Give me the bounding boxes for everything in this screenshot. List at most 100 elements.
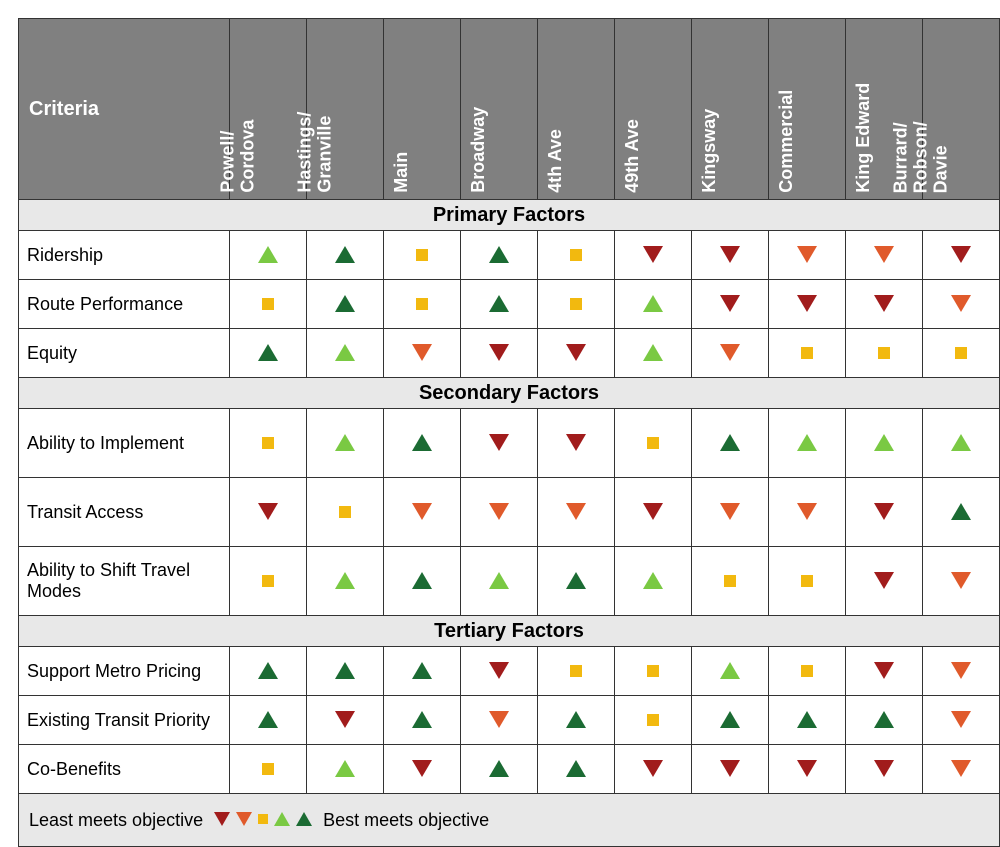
rating-cell xyxy=(769,231,846,280)
rating-symbol xyxy=(570,249,582,261)
rating-symbol xyxy=(262,763,274,775)
column-header-label: Commercial xyxy=(777,90,797,193)
legend-right-text: Best meets objective xyxy=(318,810,489,830)
rating-cell xyxy=(615,745,692,794)
rating-cell xyxy=(615,647,692,696)
rating-cell xyxy=(384,280,461,329)
rating-cell xyxy=(923,478,1000,547)
rating-symbol xyxy=(647,714,659,726)
rating-cell xyxy=(846,478,923,547)
rating-symbol xyxy=(489,434,509,451)
rating-symbol xyxy=(720,711,740,728)
rating-symbol xyxy=(412,760,432,777)
column-header-label: Powell/Cordova xyxy=(218,120,258,193)
rating-cell xyxy=(769,547,846,616)
rating-cell xyxy=(615,329,692,378)
rating-symbol xyxy=(335,662,355,679)
rating-cell xyxy=(923,745,1000,794)
rating-symbol xyxy=(951,662,971,679)
rating-cell xyxy=(230,478,307,547)
column-header-label: Burrard/Robson/Davie xyxy=(892,121,951,193)
rating-symbol xyxy=(720,503,740,520)
rating-symbol xyxy=(258,503,278,520)
rating-symbol xyxy=(874,662,894,679)
criteria-row: Equity xyxy=(19,329,1000,378)
rating-symbol xyxy=(951,295,971,312)
rating-cell xyxy=(923,329,1000,378)
criteria-label: Transit Access xyxy=(19,478,230,547)
rating-symbol xyxy=(874,246,894,263)
rating-symbol xyxy=(801,347,813,359)
rating-cell xyxy=(923,409,1000,478)
criteria-row: Route Performance xyxy=(19,280,1000,329)
rating-cell xyxy=(692,329,769,378)
rating-symbol xyxy=(797,246,817,263)
rating-cell xyxy=(923,547,1000,616)
rating-cell xyxy=(230,647,307,696)
rating-symbol xyxy=(566,434,586,451)
rating-cell xyxy=(769,409,846,478)
criteria-header-cell: Criteria xyxy=(19,19,230,200)
rating-symbol xyxy=(566,503,586,520)
rating-symbol xyxy=(489,503,509,520)
rating-cell xyxy=(230,231,307,280)
criteria-row: Ability to Shift Travel Modes xyxy=(19,547,1000,616)
rating-cell xyxy=(615,478,692,547)
rating-symbol xyxy=(566,760,586,777)
rating-symbol xyxy=(643,246,663,263)
criteria-label: Route Performance xyxy=(19,280,230,329)
column-header-label: 49th Ave xyxy=(623,119,643,193)
rating-cell xyxy=(538,696,615,745)
rating-cell xyxy=(538,280,615,329)
rating-symbol xyxy=(797,503,817,520)
criteria-label: Equity xyxy=(19,329,230,378)
rating-symbol xyxy=(489,711,509,728)
rating-cell xyxy=(923,647,1000,696)
rating-symbol xyxy=(335,760,355,777)
rating-symbol xyxy=(262,575,274,587)
rating-symbol xyxy=(720,246,740,263)
rating-symbol xyxy=(647,665,659,677)
criteria-label: Ability to Implement xyxy=(19,409,230,478)
rating-cell xyxy=(615,231,692,280)
rating-cell xyxy=(307,647,384,696)
rating-cell xyxy=(615,409,692,478)
column-header: Broadway xyxy=(461,19,538,200)
rating-symbol xyxy=(951,711,971,728)
rating-cell xyxy=(846,647,923,696)
rating-symbol xyxy=(874,295,894,312)
criteria-label: Ridership xyxy=(19,231,230,280)
rating-cell xyxy=(615,696,692,745)
rating-cell xyxy=(846,696,923,745)
rating-cell xyxy=(692,231,769,280)
rating-symbol xyxy=(720,295,740,312)
rating-symbol xyxy=(258,246,278,263)
rating-symbol xyxy=(643,572,663,589)
criteria-header-label: Criteria xyxy=(29,98,99,120)
rating-cell xyxy=(923,696,1000,745)
rating-symbol xyxy=(258,711,278,728)
rating-symbol xyxy=(570,665,582,677)
rating-symbol xyxy=(258,344,278,361)
rating-cell xyxy=(461,329,538,378)
section-header-row: Secondary Factors xyxy=(19,378,1000,409)
rating-cell xyxy=(692,409,769,478)
rating-cell xyxy=(846,231,923,280)
rating-cell xyxy=(846,329,923,378)
rating-cell xyxy=(384,231,461,280)
rating-symbol xyxy=(339,506,351,518)
criteria-label: Ability to Shift Travel Modes xyxy=(19,547,230,616)
rating-symbol xyxy=(955,347,967,359)
rating-symbol xyxy=(412,572,432,589)
rating-cell xyxy=(692,647,769,696)
column-header-label: Hastings/Granville xyxy=(295,112,335,193)
rating-cell xyxy=(307,745,384,794)
rating-symbol xyxy=(335,711,355,728)
rating-symbol xyxy=(797,760,817,777)
rating-cell xyxy=(307,547,384,616)
rating-symbol xyxy=(335,434,355,451)
rating-symbol xyxy=(412,711,432,728)
rating-symbol xyxy=(489,295,509,312)
rating-cell xyxy=(846,745,923,794)
criteria-row: Co-Benefits xyxy=(19,745,1000,794)
